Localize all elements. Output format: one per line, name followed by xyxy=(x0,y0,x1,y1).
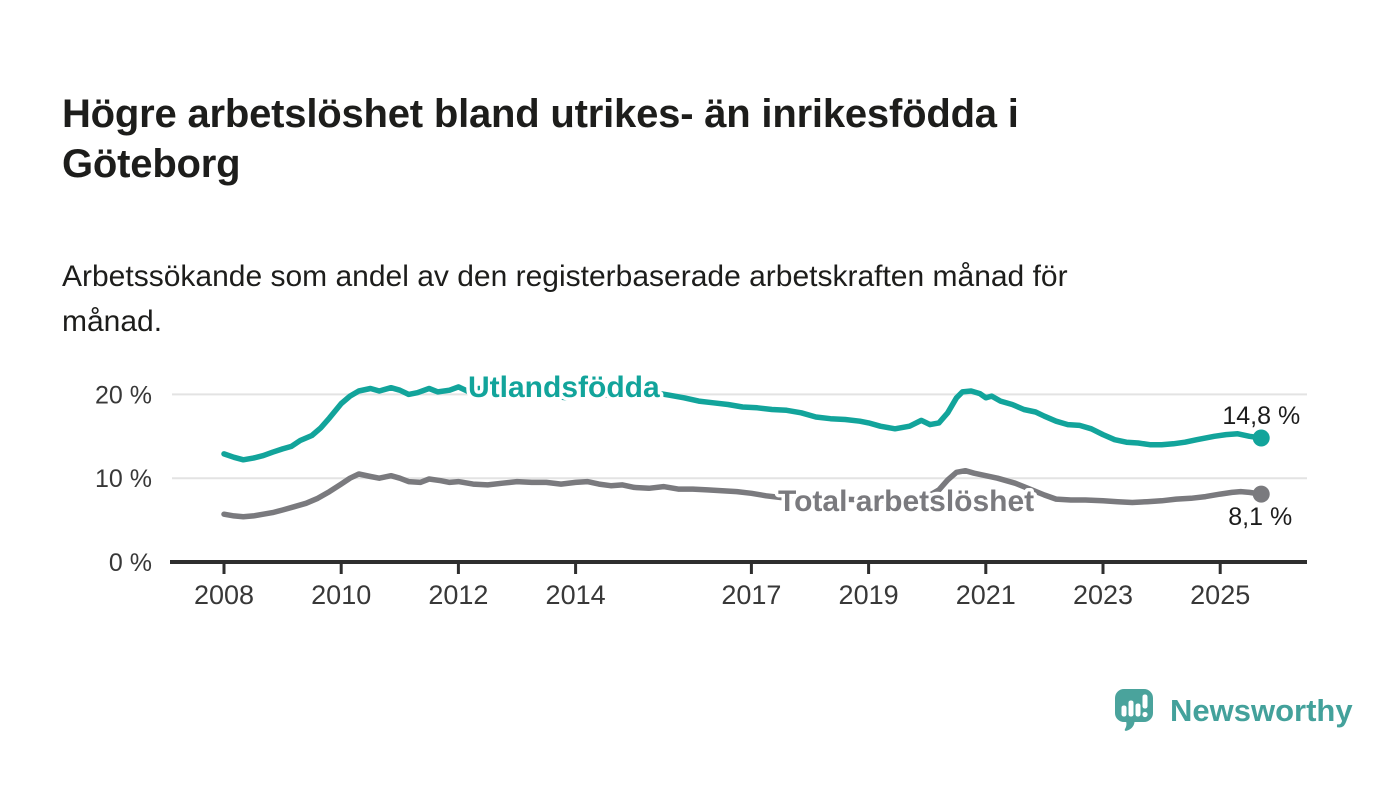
series-line-utlandsfodda xyxy=(221,384,1264,463)
end-value-label-utlandsfodda: 14,8 % xyxy=(1222,402,1300,430)
chart-subtitle: Arbetssökande som andel av den registerb… xyxy=(62,260,1068,338)
x-tick-label-2017: 2017 xyxy=(721,580,781,610)
series-label-utlandsfodda: Utlandsfödda xyxy=(468,371,660,404)
newsworthy-wordmark: Newsworthy xyxy=(1170,693,1353,728)
end-dot-total xyxy=(1252,485,1270,503)
x-tick-label-2023: 2023 xyxy=(1073,580,1133,610)
newsworthy-logo: Newsworthy xyxy=(1114,688,1353,732)
x-tick-label-2008: 2008 xyxy=(194,580,254,610)
line-chart: 2008 2010 2012 2014 2017 2019 2021 2023 2025 0 % 1… xyxy=(95,368,1307,610)
end-value-label-total: 8,1 % xyxy=(1228,503,1292,531)
x-tick-label-2014: 2014 xyxy=(546,580,606,610)
page-title: Högre arbetslöshet bland utrikes- än inr… xyxy=(62,91,1019,186)
y-axis-label-0: 0 % xyxy=(109,549,152,577)
series-label-total: Total arbetslöshet xyxy=(778,485,1034,518)
x-tick-label-2021: 2021 xyxy=(956,580,1016,610)
x-tick-label-2025: 2025 xyxy=(1190,580,1250,610)
series-line-total xyxy=(221,467,1264,520)
x-tick-label-2012: 2012 xyxy=(428,580,488,610)
x-tick-label-2010: 2010 xyxy=(311,580,371,610)
y-axis-label-20: 20 % xyxy=(95,381,152,409)
x-tick-label-2019: 2019 xyxy=(839,580,899,610)
end-dot-utlandsfodda xyxy=(1252,429,1270,447)
newsworthy-icon xyxy=(1115,689,1153,731)
y-axis-label-10: 10 % xyxy=(95,465,152,493)
